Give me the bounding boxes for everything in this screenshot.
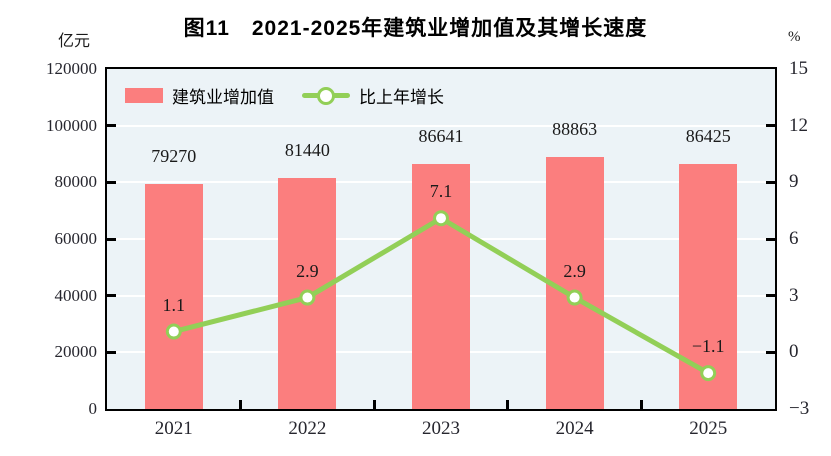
right-axis-tick-mark <box>766 180 775 184</box>
legend-bar-swatch-icon <box>125 88 163 103</box>
left-axis-tick-label: 40000 <box>54 285 98 305</box>
bar-2021 <box>144 184 203 409</box>
growth-value-label: 2.9 <box>296 260 319 281</box>
bar-value-label: 86425 <box>685 126 731 147</box>
x-axis-tick-mark <box>506 400 510 409</box>
growth-value-label: 1.1 <box>162 294 186 315</box>
legend: 建筑业增加值 比上年增长 <box>125 83 444 108</box>
x-axis-label-2024: 2024 <box>555 418 594 439</box>
right-axis-tick-mark <box>766 350 775 354</box>
left-axis-tick-mark <box>107 294 116 298</box>
legend-line-label: 比上年增长 <box>359 88 444 107</box>
x-axis-label-2022: 2022 <box>288 418 327 439</box>
line-marker <box>700 365 717 382</box>
line-marker <box>433 210 449 227</box>
left-axis-tick-mark <box>107 237 116 241</box>
right-axis-tick-label: −3 <box>789 398 810 419</box>
growth-value-label: −1.1 <box>691 336 725 357</box>
left-axis-tick-label: 100000 <box>46 115 97 135</box>
legend-bar-label: 建筑业增加值 <box>172 88 274 107</box>
right-axis-tick-label: 9 <box>789 171 799 193</box>
x-axis-label-2023: 2023 <box>422 418 460 439</box>
legend-line-dot-icon <box>317 86 335 105</box>
bar-value-label: 88863 <box>552 119 598 140</box>
right-axis-tick-label: 0 <box>789 341 799 363</box>
right-axis-tick-label: 6 <box>789 228 799 249</box>
plot-area: 建筑业增加值 比上年增长 79270 81440 86641 88863 86425 1.… <box>105 67 777 411</box>
legend-line-marker-icon <box>302 86 350 105</box>
line-marker <box>165 323 182 340</box>
bar-2024 <box>545 157 604 409</box>
left-axis-unit: 亿元 <box>57 33 90 50</box>
left-axis-tick-label: 20000 <box>54 342 98 362</box>
left-axis-tick-mark <box>107 124 116 128</box>
right-axis-tick-mark <box>766 124 775 128</box>
left-axis-tick-mark <box>107 350 116 354</box>
bar-value-label: 79270 <box>151 146 197 167</box>
left-axis-tick-label: 60000 <box>54 229 98 248</box>
growth-value-label: 7.1 <box>429 181 453 202</box>
x-axis-label-2021: 2021 <box>154 418 193 439</box>
x-axis-tick-mark <box>372 400 376 409</box>
right-axis-tick-mark <box>766 237 775 241</box>
right-axis-tick-mark <box>766 294 775 298</box>
bar-2023 <box>412 163 470 409</box>
left-axis-tick-label: 0 <box>88 399 98 418</box>
growth-line-layer <box>165 210 717 382</box>
left-axis-tick-mark <box>107 180 116 184</box>
right-axis-tick-label: 12 <box>789 114 808 136</box>
bar-value-label: 86641 <box>418 125 464 146</box>
x-axis-label-2025: 2025 <box>689 418 728 439</box>
right-axis-unit: % <box>788 29 801 45</box>
growth-line <box>171 215 711 376</box>
chart-title: 图11 2021-2025年建筑业增加值及其增长速度 <box>183 17 648 40</box>
left-axis-tick-label: 120000 <box>46 59 97 78</box>
right-axis-tick-label: 3 <box>789 284 799 306</box>
growth-value-label: 2.9 <box>563 260 586 281</box>
line-marker <box>299 289 316 306</box>
left-axis-tick-label: 80000 <box>54 172 98 192</box>
line-marker <box>566 289 583 306</box>
right-axis-tick-label: 15 <box>789 58 808 79</box>
bar-value-label: 81440 <box>284 140 330 161</box>
gridline <box>107 124 775 127</box>
x-axis-tick-mark <box>239 400 243 409</box>
x-axis-tick-mark <box>639 400 643 409</box>
